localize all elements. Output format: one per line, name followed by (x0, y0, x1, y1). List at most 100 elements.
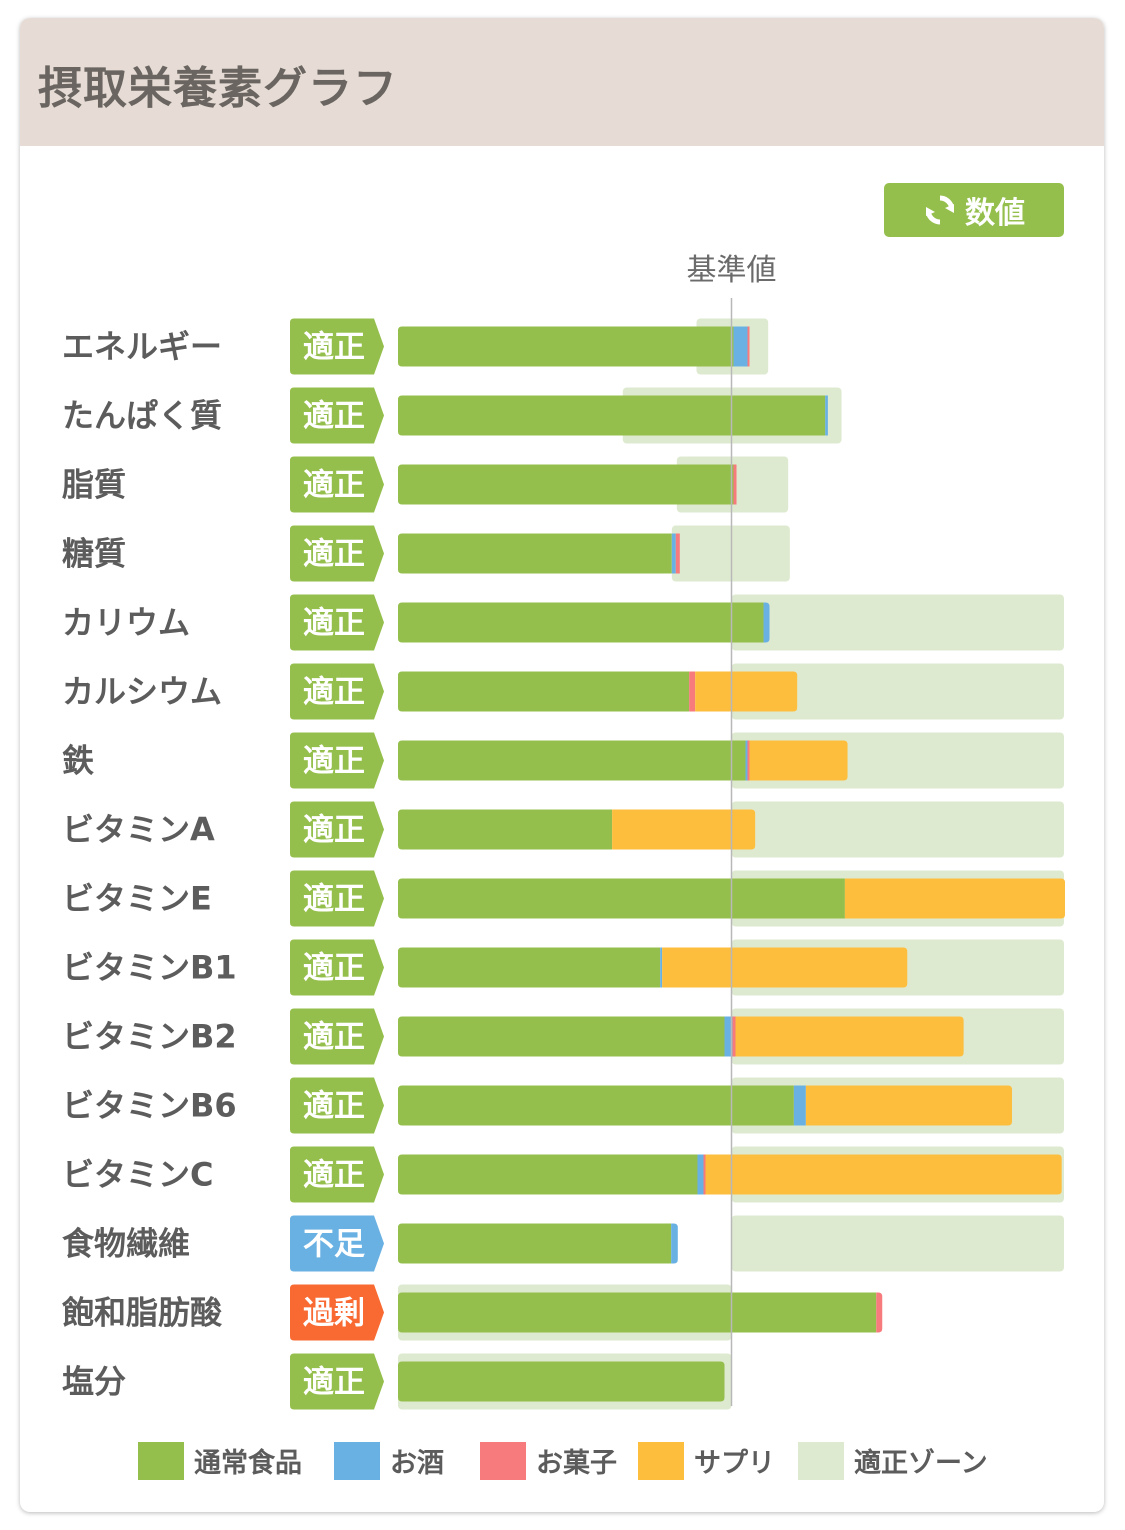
row-label: カルシウム (62, 673, 222, 711)
status-badge-label: 適正 (303, 1158, 365, 1194)
bar-segment-regular (398, 740, 746, 781)
bar-segment-regular (398, 602, 764, 643)
appropriate-zone (731, 594, 1064, 651)
status-badge-label: 適正 (303, 1089, 365, 1125)
bar-segment-alcohol (697, 1154, 704, 1195)
row-label: エネルギー (62, 328, 222, 366)
row-label: 糖質 (62, 535, 126, 573)
legend-label-snack: お菓子 (536, 1448, 617, 1479)
bar-segment-regular (398, 1223, 672, 1264)
bar-segment-snack (689, 671, 696, 712)
legend-swatch-regular (138, 1442, 184, 1480)
row-label: ビタミンA (62, 811, 215, 849)
bar-segment-supplement (749, 740, 848, 781)
legend-label-alcohol: お酒 (390, 1448, 444, 1479)
bar-segment-alcohol (825, 395, 828, 436)
status-badge (290, 732, 384, 789)
row-label: ビタミンB1 (62, 949, 237, 987)
bar-segment-regular (398, 395, 826, 436)
appropriate-zone (731, 801, 1064, 858)
row-label: ビタミンB6 (62, 1087, 237, 1125)
bar-segment-regular (398, 533, 672, 574)
status-badge (290, 663, 384, 720)
status-badge (290, 456, 384, 513)
toggle-values-button[interactable]: 数値 (884, 183, 1064, 237)
row-label: ビタミンE (62, 880, 212, 918)
bar-segment-regular (398, 1154, 698, 1195)
bar-segment-supplement (844, 878, 1065, 919)
status-badge (290, 318, 384, 375)
status-badge-label: 適正 (303, 537, 365, 573)
bar-segment-supplement (695, 671, 798, 712)
bar-segment-snack (732, 1016, 736, 1057)
bar-segment-regular (398, 809, 613, 850)
legend-swatch-alcohol (334, 1442, 380, 1480)
bar-segment-supplement (612, 809, 756, 850)
bar-segment-regular (398, 947, 661, 988)
toggle-values-label: 数値 (965, 196, 1025, 231)
status-badge-label: 適正 (303, 468, 365, 504)
row-label: 鉄 (62, 742, 94, 780)
status-badge-label: 適正 (303, 606, 365, 642)
row-label: 食物繊維 (62, 1225, 190, 1263)
bar-segment-regular (398, 1361, 725, 1402)
status-badge-label: 適正 (303, 675, 365, 711)
reference-label: 基準値 (687, 253, 777, 288)
bar-segment-supplement (662, 947, 908, 988)
refresh-icon (923, 193, 957, 227)
status-badge-label: 適正 (303, 330, 365, 366)
bar-segment-supplement (705, 1154, 1062, 1195)
status-badge (290, 387, 384, 444)
bar-segment-regular (398, 464, 734, 505)
legend-swatch-supplement (638, 1442, 684, 1480)
legend-swatch-zone (798, 1442, 844, 1480)
card-header: 摂取栄養素グラフ (20, 18, 1104, 146)
bar-segment-snack (703, 1154, 706, 1195)
status-badge-label: 適正 (303, 399, 365, 435)
bar-segment-alcohol (733, 326, 748, 367)
bar-segment-regular (398, 326, 734, 367)
bar-segment-snack (733, 464, 737, 505)
bar-segment-snack (675, 533, 680, 574)
status-badge (290, 1353, 384, 1410)
status-badge (290, 525, 384, 582)
bar-segment-supplement (735, 1016, 964, 1057)
status-badge (290, 801, 384, 858)
bar-segment-alcohol (745, 740, 748, 781)
legend-label-zone: 適正ゾーン (854, 1447, 988, 1479)
bar-segment-regular (398, 1085, 794, 1126)
bar-segment-snack (876, 1292, 883, 1333)
status-badge (290, 1008, 384, 1065)
nutrient-graph-card: 摂取栄養素グラフ 数値 基準値 エネルギー 適正 たんぱく質 適正 脂質 適正 糖質 適正 カリウ… (20, 18, 1104, 1512)
nutrient-bar-chart: 基準値エネルギー 適正たんぱく質 適正脂質 適正糖質 適正カリウム 適正カルシウム 適正鉄適… (62, 253, 1065, 1480)
status-badge-label: 適正 (303, 1020, 365, 1056)
status-badge (290, 594, 384, 651)
bar-segment-alcohol (763, 602, 770, 643)
status-badge (290, 1077, 384, 1134)
row-label: たんぱく質 (62, 397, 222, 435)
status-badge (290, 870, 384, 927)
bar-segment-alcohol (660, 947, 663, 988)
status-badge-label: 適正 (303, 1365, 365, 1401)
status-badge (290, 1146, 384, 1203)
status-badge (290, 939, 384, 996)
row-label: 脂質 (62, 466, 126, 504)
bar-segment-alcohol (724, 1016, 733, 1057)
legend-swatch-snack (480, 1442, 526, 1480)
bar-segment-regular (398, 1016, 725, 1057)
bar-segment-snack (747, 740, 750, 781)
bar-segment-snack (747, 326, 750, 367)
status-badge (290, 1284, 384, 1341)
status-badge-label: 適正 (303, 813, 365, 849)
status-badge-label: 過剰 (303, 1296, 365, 1332)
bar-segment-alcohol (793, 1085, 806, 1126)
bar-segment-regular (398, 671, 690, 712)
status-badge (290, 1215, 384, 1272)
bar-segment-regular (398, 1292, 877, 1333)
appropriate-zone (731, 1215, 1064, 1272)
legend-label-supplement: サプリ (694, 1448, 775, 1479)
bar-segment-regular (398, 878, 845, 919)
card-title: 摂取栄養素グラフ (38, 63, 398, 114)
status-badge-label: 適正 (303, 744, 365, 780)
bar-segment-alcohol (671, 533, 676, 574)
